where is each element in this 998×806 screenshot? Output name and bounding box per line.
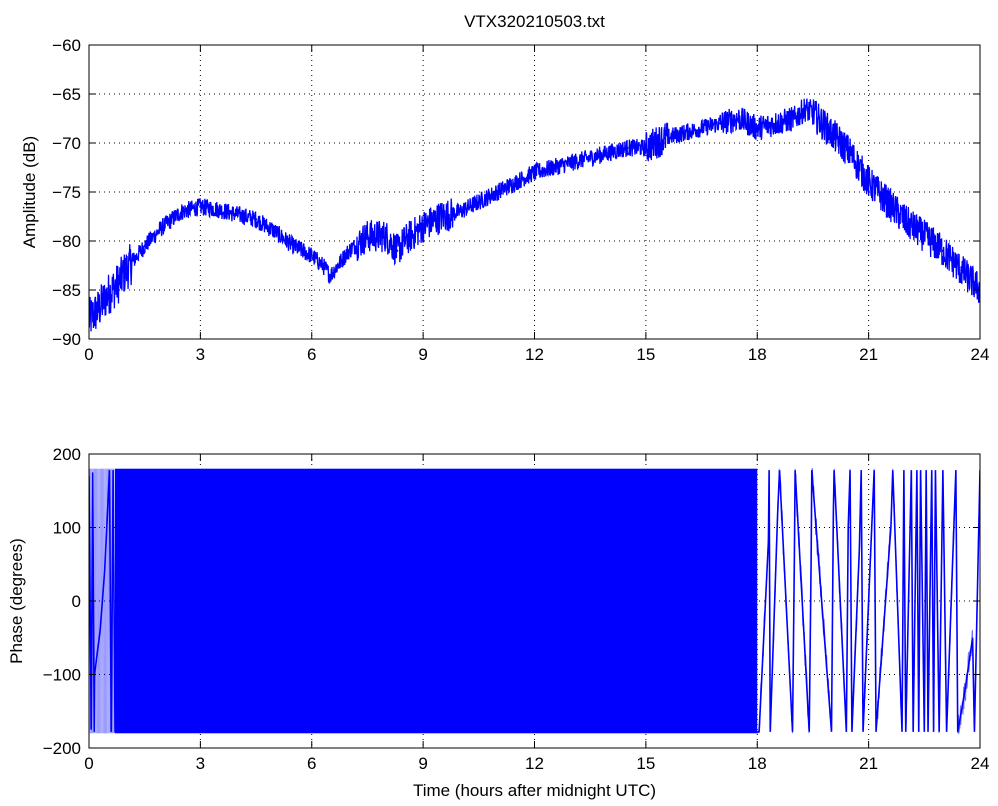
amplitude-point (588, 156, 592, 159)
phase-panel: 0 3 6 9 12 15 18 21 24 −200 −100 0 100 200 Time (hour… (7, 445, 989, 800)
amplitude-panel: 0 3 6 9 12 15 18 21 24 −90 −85 −80 −75 −70 −65 −60 VTX3… (20, 12, 989, 364)
amplitude-point (626, 146, 629, 150)
x-tick-label: 15 (636, 345, 655, 364)
amplitude-point (291, 244, 295, 248)
amplitude-point (496, 190, 499, 194)
y-tick-label: 200 (53, 445, 81, 464)
x-tick-label: 18 (748, 345, 767, 364)
amplitude-y-axis-label: Amplitude (dB) (20, 136, 39, 248)
amplitude-point (143, 244, 146, 248)
y-tick-label: 100 (53, 519, 81, 538)
y-tick-label: −200 (43, 739, 81, 758)
amplitude-point (347, 249, 351, 252)
amplitude-point (336, 264, 339, 267)
phase-ticks: 0 3 6 9 12 15 18 21 24 −200 −100 0 100 200 (43, 445, 990, 773)
amplitude-point (718, 122, 722, 125)
amplitude-point (737, 117, 740, 120)
phase-x-axis-label: Time (hours after midnight UTC) (413, 781, 656, 800)
amplitude-point (514, 181, 518, 184)
amplitude-point (273, 230, 276, 233)
amplitude-point (124, 269, 128, 272)
amplitude-point (804, 107, 807, 110)
y-tick-label: −75 (52, 183, 81, 202)
phase-y-axis-label: Phase (degrees) (7, 538, 26, 664)
amplitude-point (700, 127, 703, 130)
x-tick-label: 3 (196, 345, 205, 364)
amplitude-point (607, 151, 610, 154)
x-tick-label: 0 (84, 754, 93, 773)
amplitude-point (180, 210, 184, 213)
amplitude-point (774, 122, 778, 125)
amplitude-point (941, 249, 945, 252)
amplitude-point (644, 146, 648, 150)
x-tick-label: 6 (307, 754, 316, 773)
x-tick-label: 12 (525, 345, 544, 364)
x-tick-label: 9 (418, 345, 427, 364)
phase-jitter-line (757, 468, 980, 735)
amplitude-point (867, 181, 870, 184)
y-tick-label: −90 (52, 330, 81, 349)
x-tick-label: 0 (84, 345, 93, 364)
amplitude-point (960, 269, 963, 272)
x-tick-label: 24 (971, 754, 990, 773)
amplitude-point (254, 218, 258, 221)
x-tick-label: 9 (418, 754, 427, 773)
amplitude-ticks: 0 3 6 9 12 15 18 21 24 −90 −85 −80 −75 −70 −65 −60 (52, 36, 989, 364)
amplitude-point (310, 254, 313, 257)
amplitude-point (329, 274, 332, 277)
amplitude-point (440, 215, 443, 218)
amplitude-point (115, 283, 119, 287)
amplitude-point (421, 225, 425, 228)
amplitude-point (477, 200, 481, 203)
amplitude-point (848, 151, 852, 154)
amplitude-point (811, 112, 815, 115)
phase-series (89, 468, 980, 735)
amplitude-point (236, 213, 239, 216)
x-tick-label: 24 (971, 345, 990, 364)
amplitude-point (904, 220, 907, 223)
amplitude-series (89, 98, 980, 332)
amplitude-point (106, 293, 109, 297)
x-tick-label: 21 (859, 754, 878, 773)
chart-title: VTX320210503.txt (464, 12, 605, 31)
amplitude-point (830, 132, 833, 135)
x-tick-label: 12 (525, 754, 544, 773)
amplitude-point (681, 132, 685, 135)
amplitude-point (756, 127, 759, 130)
amplitude-point (217, 208, 221, 211)
phase-dense-block (114, 468, 758, 734)
amplitude-point (923, 234, 926, 238)
x-tick-label: 18 (748, 754, 767, 773)
amplitude-point (570, 161, 573, 164)
y-tick-label: −65 (52, 85, 81, 104)
amplitude-point (384, 234, 388, 238)
amplitude-point (321, 264, 325, 267)
amplitude-point (366, 234, 369, 238)
amplitude-point (403, 239, 406, 243)
x-tick-label: 3 (196, 754, 205, 773)
y-tick-label: −70 (52, 134, 81, 153)
amplitude-grid (89, 45, 980, 339)
y-tick-label: −85 (52, 281, 81, 300)
amplitude-point (663, 136, 666, 140)
x-tick-label: 21 (859, 345, 878, 364)
amplitude-point (199, 205, 202, 208)
amplitude-point (97, 308, 100, 311)
x-tick-label: 15 (636, 754, 655, 773)
amplitude-point (533, 171, 536, 174)
amplitude-point (885, 200, 889, 203)
phase-early-line (89, 468, 115, 734)
amplitude-point (793, 117, 796, 120)
y-tick-label: −80 (52, 232, 81, 251)
y-tick-label: 0 (72, 592, 81, 611)
amplitude-point (395, 249, 399, 252)
y-tick-label: −60 (52, 36, 81, 55)
amplitude-point (162, 225, 165, 228)
amplitude-point (459, 210, 462, 213)
y-tick-label: −100 (43, 666, 81, 685)
amplitude-point (551, 166, 555, 169)
x-tick-label: 6 (307, 345, 316, 364)
